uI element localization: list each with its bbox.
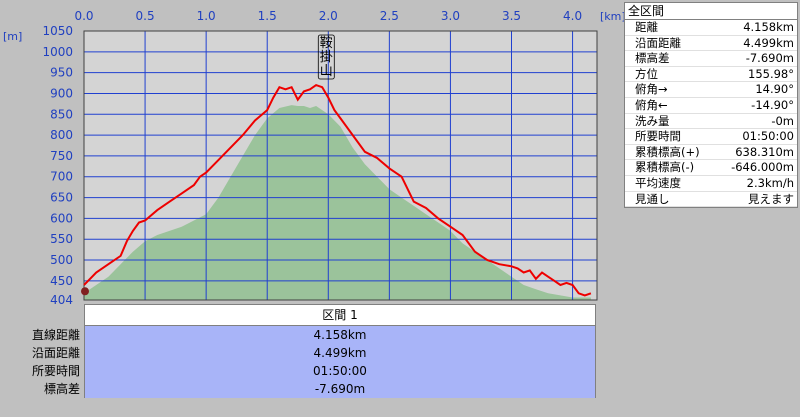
summary-row: 距離 4.158km <box>625 20 797 36</box>
summary-value: 155.98° <box>748 66 794 81</box>
y-tick-label: 1000 <box>42 45 73 59</box>
summary-value: -7.690m <box>745 51 794 66</box>
start-marker-icon <box>81 287 89 296</box>
summary-value: -0m <box>771 113 794 128</box>
summary-value: -14.90° <box>751 97 794 112</box>
x-tick-label: 2.5 <box>380 9 399 23</box>
summary-label: 平均速度 <box>635 175 681 190</box>
x-tick-label: 0.5 <box>136 9 155 23</box>
summary-row: 標高差 -7.690m <box>625 51 797 67</box>
section-row: 沿面距離 4.499km <box>0 344 598 362</box>
x-tick-label: 3.5 <box>502 9 521 23</box>
y-tick-label: 850 <box>50 107 73 121</box>
section-row-label: 標高差 <box>43 382 80 396</box>
x-tick-label: 1.5 <box>258 9 277 23</box>
summary-label: 方位 <box>635 66 658 81</box>
summary-row: 累積標高(-) -646.000m <box>625 160 797 176</box>
y-tick-label: 700 <box>50 170 73 184</box>
section-row-label: 直線距離 <box>31 328 80 342</box>
section-table: 直線距離 4.158km 沿面距離 4.499km 所要時間 01:50:00 … <box>0 326 598 398</box>
x-unit-label: [km] <box>600 10 626 23</box>
peak-label-char: 山 <box>320 64 333 79</box>
peak-label-box <box>317 34 335 80</box>
summary-panel: 全区間 距離 4.158km 沿面距離 4.499km 標高差 -7.690m … <box>624 2 798 208</box>
summary-value: 4.499km <box>743 35 794 50</box>
peak-label-char: 鞍 <box>320 35 333 51</box>
summary-label: 見通し <box>635 191 670 206</box>
section-row-value: -7.690m <box>84 380 596 398</box>
y-tick-label: 750 <box>50 149 73 163</box>
summary-value: 01:50:00 <box>742 129 794 144</box>
summary-row: 見通し 見えます <box>625 192 797 208</box>
elevation-chart: 0.0 0.5 1.0 1.5 2.0 2.5 3.0 3.5 4.0 [km] 404 450 500… <box>3 9 626 305</box>
y-tick-label: 600 <box>50 211 73 225</box>
y-tick-label: 450 <box>50 274 73 288</box>
summary-label: 距離 <box>635 20 658 34</box>
y-tick-label: 404 <box>50 293 73 305</box>
summary-row: 沿面距離 4.499km <box>625 36 797 52</box>
summary-row: 洗み量 -0m <box>625 114 797 130</box>
summary-value: -646.000m <box>731 160 794 175</box>
summary-value: 2.3km/h <box>746 175 794 190</box>
section-row: 直線距離 4.158km <box>0 326 598 344</box>
y-tick-label: 800 <box>50 128 73 142</box>
section-row: 標高差 -7.690m <box>0 380 598 398</box>
y-tick-label: 650 <box>50 191 73 205</box>
y-tick-label: 550 <box>50 232 73 246</box>
section-header[interactable]: 区間 1 <box>84 304 596 326</box>
summary-value: 見えます <box>748 191 794 206</box>
section-row-value: 4.499km <box>84 344 596 362</box>
summary-value: 14.90° <box>755 82 794 97</box>
summary-row: 所要時間 01:50:00 <box>625 129 797 145</box>
x-tick-label: 4.0 <box>563 9 582 23</box>
summary-label: 俯角→ <box>635 82 668 97</box>
summary-label: 累積標高(-) <box>635 160 695 175</box>
summary-label: 沿面距離 <box>635 35 681 50</box>
section-row-value: 01:50:00 <box>84 362 596 380</box>
terrain-area <box>84 105 591 300</box>
section-row-label: 所要時間 <box>31 364 80 378</box>
summary-row: 平均速度 2.3km/h <box>625 176 797 192</box>
summary-label: 所要時間 <box>635 129 681 144</box>
y-tick-label: 500 <box>50 253 73 267</box>
x-tick-label: 3.0 <box>441 9 460 23</box>
summary-title: 全区間 <box>625 3 797 20</box>
peak-label-char: 掛 <box>320 50 333 65</box>
x-tick-label: 1.0 <box>197 9 216 23</box>
summary-label: 俯角← <box>635 97 668 112</box>
summary-row: 俯角→ 14.90° <box>625 82 797 98</box>
summary-label: 洗み量 <box>635 113 670 128</box>
y-tick-label: 1050 <box>42 24 73 38</box>
summary-row: 方位 155.98° <box>625 67 797 83</box>
section-row-label: 沿面距離 <box>31 346 80 360</box>
y-tick-label: 950 <box>50 66 73 80</box>
x-tick-label: 2.0 <box>319 9 338 23</box>
x-tick-label: 0.0 <box>74 9 93 23</box>
summary-label: 標高差 <box>635 51 670 66</box>
section-row: 所要時間 01:50:00 <box>0 362 598 380</box>
y-tick-label: 900 <box>50 86 73 100</box>
section-row-value: 4.158km <box>84 326 596 344</box>
summary-value: 4.158km <box>743 20 794 34</box>
y-unit-label: [m] <box>3 30 22 43</box>
summary-row: 累積標高(+) 638.310m <box>625 145 797 161</box>
summary-value: 638.310m <box>735 144 794 159</box>
route-line <box>83 83 592 297</box>
summary-label: 累積標高(+) <box>635 144 700 159</box>
summary-row: 俯角← -14.90° <box>625 98 797 114</box>
plot-border <box>83 30 598 301</box>
